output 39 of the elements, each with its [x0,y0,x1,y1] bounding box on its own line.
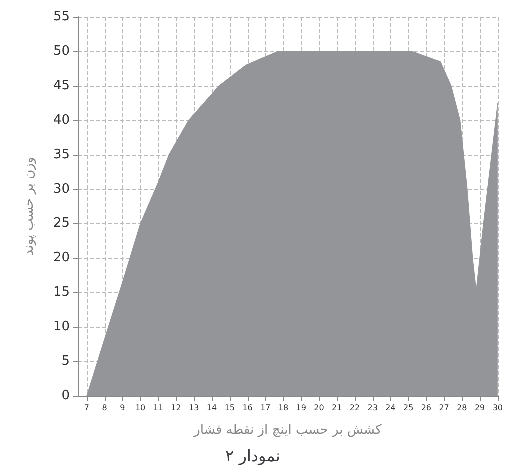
x-tick-label: 16 [242,404,253,412]
y-tick-label: 20 [53,250,70,266]
y-tick-label: 40 [53,112,70,128]
x-tick-label: 11 [153,404,164,412]
y-tick-label: 45 [53,78,70,94]
y-tick-label: 15 [53,285,70,300]
x-tick-label: 21 [332,404,342,412]
x-tick-label: 10 [135,404,146,412]
x-tick-label: 9 [120,404,126,412]
x-tick-label: 27 [439,404,450,412]
x-tick-label: 26 [421,404,432,412]
x-axis-title: کشش بر حسب اینچ از نقطه فشار [193,423,383,438]
x-tick-label: 8 [102,404,108,412]
x-tick-label: 25 [403,404,414,412]
y-tick-label: 10 [53,320,70,335]
x-tick-label: 20 [314,404,324,412]
x-tick-label: 14 [206,404,218,412]
y-axis-title: وزن بر حسب پوند [22,157,37,256]
y-tick-label: 0 [62,388,70,404]
y-tick-label: 30 [53,182,70,197]
y-tick-label: 55 [53,10,70,24]
x-tick-label: 17 [260,404,271,412]
x-tick-label: 13 [189,404,200,412]
x-tick-label: 15 [224,404,235,412]
x-tick-label: 29 [474,404,486,412]
x-tick-label: 30 [492,404,504,412]
x-tick-label: 23 [368,404,378,412]
x-tick-label: 12 [171,404,182,412]
y-tick-label: 50 [53,44,70,59]
y-tick-label: 25 [53,216,70,232]
x-tick-label: 28 [457,404,468,412]
x-tick-label: 7 [84,404,90,412]
y-tick-label: 5 [62,354,70,370]
x-tick-label: 19 [296,404,306,412]
y-tick-label: 35 [53,147,70,162]
text: نمودار ۲ [226,446,280,466]
x-tick-label: 22 [350,404,360,412]
x-tick-label: 24 [386,404,396,412]
x-tick-label: 18 [278,404,289,412]
